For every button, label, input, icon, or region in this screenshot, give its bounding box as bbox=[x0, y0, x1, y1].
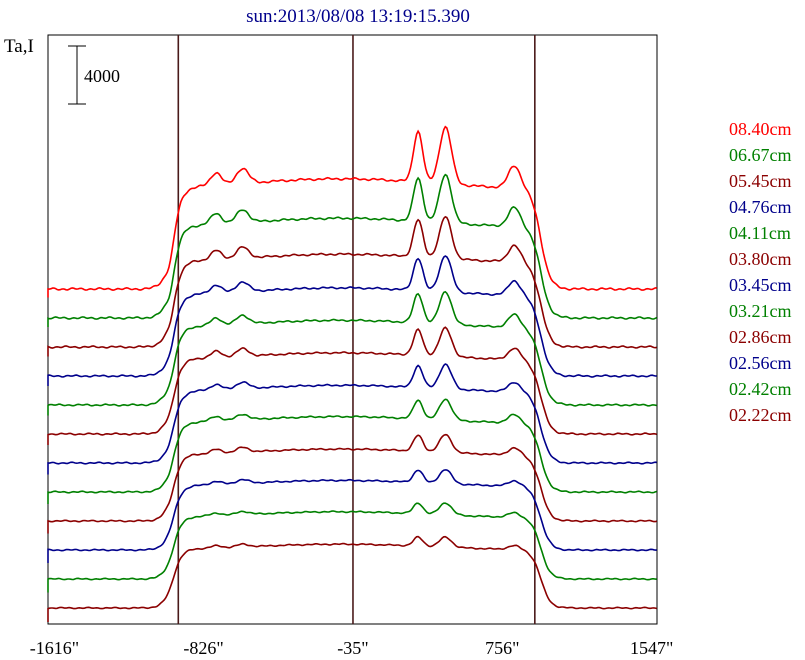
series-line-02.56cm bbox=[47, 469, 657, 563]
intensity-scale-bar: 4000 bbox=[68, 45, 120, 105]
x-tick-label-3: 756" bbox=[485, 638, 519, 658]
y-axis-label: Ta,I bbox=[4, 36, 34, 57]
legend-entry-05.45cm: 05.45cm bbox=[729, 171, 792, 191]
x-tick-label-0: -1616" bbox=[30, 638, 79, 658]
legend-entry-03.80cm: 03.80cm bbox=[729, 249, 792, 269]
series-line-02.22cm bbox=[47, 535, 658, 622]
series-line-03.21cm bbox=[47, 398, 658, 504]
legend-entry-02.86cm: 02.86cm bbox=[729, 327, 792, 347]
series-line-02.42cm bbox=[47, 502, 657, 593]
legend-entry-02.42cm: 02.42cm bbox=[729, 379, 792, 399]
chart-title: sun:2013/08/08 13:19:15.390 bbox=[246, 6, 470, 27]
series-line-06.67cm bbox=[47, 173, 658, 327]
series-line-08.40cm bbox=[47, 125, 657, 298]
scale-bar-label: 4000 bbox=[84, 66, 120, 86]
legend-entry-03.21cm: 03.21cm bbox=[729, 301, 792, 321]
series-line-03.80cm bbox=[47, 326, 658, 445]
legend-entry-08.40cm: 08.40cm bbox=[729, 119, 792, 139]
series-line-02.86cm bbox=[47, 433, 658, 534]
legend-entry-04.11cm: 04.11cm bbox=[729, 223, 791, 243]
series-line-03.45cm bbox=[47, 363, 657, 475]
series-line-04.76cm bbox=[47, 255, 657, 386]
x-tick-label-2: -35" bbox=[337, 638, 368, 658]
series-line-05.45cm bbox=[47, 215, 657, 357]
series-line-04.11cm bbox=[47, 290, 657, 416]
legend-entry-06.67cm: 06.67cm bbox=[729, 145, 792, 165]
legend-entry-02.56cm: 02.56cm bbox=[729, 353, 792, 373]
x-tick-label-4: 1547" bbox=[630, 638, 673, 658]
x-tick-label-1: -826" bbox=[183, 638, 223, 658]
legend-entry-02.22cm: 02.22cm bbox=[729, 405, 792, 425]
legend-entry-03.45cm: 03.45cm bbox=[729, 275, 792, 295]
legend-entry-04.76cm: 04.76cm bbox=[729, 197, 792, 217]
